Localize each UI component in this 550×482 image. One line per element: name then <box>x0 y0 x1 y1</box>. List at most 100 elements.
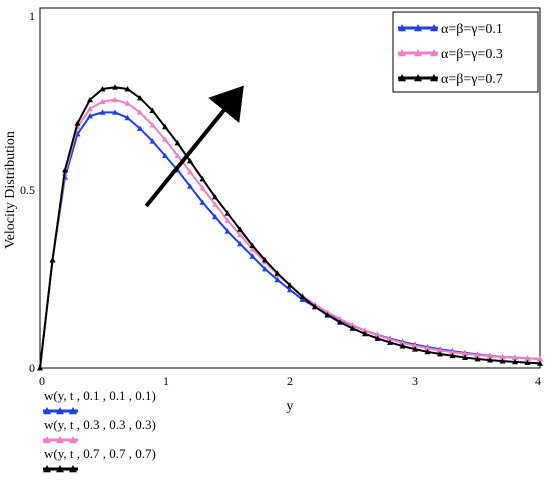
series-2 <box>37 96 543 371</box>
data-point <box>312 303 318 310</box>
data-point <box>449 349 456 355</box>
data-point <box>462 350 468 356</box>
data-point <box>37 365 43 371</box>
function-swatch-marker <box>69 436 77 444</box>
data-point <box>224 210 231 216</box>
data-point <box>137 109 143 115</box>
y-tick-label-0.5: 0.5 <box>20 183 35 197</box>
data-point <box>512 358 518 365</box>
data-point <box>537 356 543 362</box>
data-point <box>99 109 106 115</box>
function-label-1: w(y, t , 0.1 , 0.1 , 0.1) <box>44 388 156 403</box>
function-swatch-marker <box>69 465 77 473</box>
series-line-3 <box>39 86 541 369</box>
data-point <box>112 109 118 115</box>
trend-arrow <box>144 85 244 208</box>
data-point <box>299 296 306 302</box>
data-point <box>299 293 306 300</box>
data-point <box>399 343 406 349</box>
data-point <box>487 357 493 363</box>
data-point <box>187 183 193 189</box>
series-3 <box>37 84 543 371</box>
data-point <box>412 346 418 352</box>
data-point <box>374 335 381 341</box>
data-point <box>149 107 156 113</box>
data-point <box>124 86 131 92</box>
data-point <box>374 332 381 338</box>
series-line-1 <box>39 111 541 369</box>
function-label-2: w(y, t , 0.3 , 0.3 , 0.3) <box>44 417 156 432</box>
series-layer <box>37 84 543 371</box>
data-point <box>249 253 256 259</box>
legend-marker <box>398 24 406 32</box>
legend-marker <box>398 74 406 82</box>
x-tick-label-4: 4 <box>535 374 541 388</box>
data-point <box>87 96 93 103</box>
data-point <box>187 158 193 164</box>
data-point <box>162 136 168 142</box>
data-point <box>162 152 168 158</box>
data-point <box>449 352 456 359</box>
x-tick-label-3: 3 <box>412 374 418 388</box>
data-point <box>87 105 93 112</box>
legend-marker <box>430 24 438 32</box>
data-point <box>124 114 131 121</box>
function-swatch-marker <box>69 407 77 415</box>
legend-marker <box>414 24 422 32</box>
data-point <box>487 353 493 359</box>
data-point <box>237 231 243 238</box>
data-point <box>324 312 331 318</box>
data-point <box>249 242 256 248</box>
legend-marker <box>430 74 438 82</box>
data-point <box>337 316 343 322</box>
data-point <box>199 176 206 182</box>
data-point <box>149 138 156 144</box>
data-point <box>237 240 243 247</box>
data-point <box>362 330 368 337</box>
data-point <box>337 319 343 325</box>
function-swatch-marker <box>43 407 51 415</box>
data-point <box>262 266 268 272</box>
data-point <box>499 353 506 360</box>
legend-label: α=β=γ=0.1 <box>441 22 503 37</box>
data-point <box>499 358 506 364</box>
data-point <box>274 270 281 276</box>
data-point <box>462 354 468 360</box>
data-point <box>162 123 168 130</box>
series-line-2 <box>39 98 541 369</box>
legend: α=β=γ=0.1 α=β=γ=0.3 α=β=γ=0.7 <box>392 11 539 93</box>
function-labels: w(y, t , 0.1 , 0.1 , 0.1) w(y, t , 0.3 , … <box>43 388 156 473</box>
legend-marker <box>414 49 422 57</box>
data-point <box>237 226 243 232</box>
data-point <box>387 336 393 342</box>
data-point <box>249 246 256 252</box>
data-point <box>387 339 393 345</box>
data-point <box>424 345 431 351</box>
legend-marker <box>414 74 422 82</box>
data-point <box>99 98 106 104</box>
data-point <box>437 347 443 353</box>
data-point <box>174 152 181 158</box>
data-point <box>199 185 206 191</box>
data-point <box>349 325 356 331</box>
data-point <box>424 348 431 355</box>
plot-frame <box>39 7 541 369</box>
data-point <box>362 327 368 333</box>
data-point <box>537 360 543 366</box>
data-point <box>212 201 218 207</box>
y-tick-label-0: 0 <box>29 361 35 375</box>
data-point <box>112 96 118 103</box>
data-point <box>512 354 518 360</box>
function-label-3: w(y, t , 0.7 , 0.7 , 0.7) <box>44 446 156 461</box>
function-swatch-marker <box>43 436 51 444</box>
data-point <box>224 228 231 234</box>
function-swatch-marker <box>56 465 64 473</box>
data-point <box>137 125 143 131</box>
data-point <box>199 199 206 205</box>
x-tick-label-2: 2 <box>287 374 293 388</box>
function-swatch-marker <box>56 407 64 415</box>
data-point <box>412 342 418 349</box>
data-point <box>87 113 93 119</box>
data-point <box>287 286 293 293</box>
y-axis-label: Velocity Distribution <box>3 131 18 249</box>
